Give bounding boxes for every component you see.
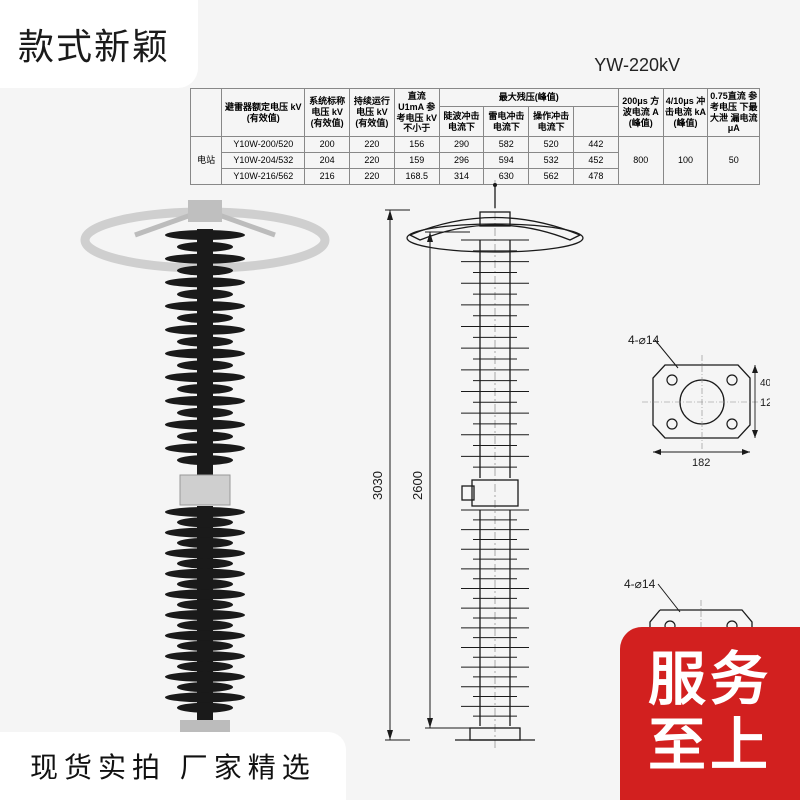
table-cell: 520 — [529, 137, 574, 153]
th-sub4 — [574, 106, 619, 136]
table-cell: 200 — [305, 137, 350, 153]
th-blank — [191, 89, 222, 137]
table-cell: 159 — [394, 152, 439, 168]
th-col2: 系统标称电压 kV (有效值) — [305, 89, 350, 137]
table-cell: 452 — [574, 152, 619, 168]
table-cell: 电站 — [191, 137, 222, 184]
detail-flange: 4-⌀14 120 40 182 — [620, 330, 770, 480]
dim-overall: 3030 — [370, 471, 385, 500]
table-cell: Y10W-204/532 — [222, 152, 305, 168]
product-photo — [60, 180, 350, 740]
model-title: YW-220kV — [594, 55, 680, 76]
th-col10: 4/10μs 冲击电流 kA (峰值) — [663, 89, 708, 137]
th-sub3: 操作冲击电流下 — [529, 106, 574, 136]
badge-br-line2: 至上 — [648, 713, 772, 780]
table-header-row: 避雷器额定电压 kV (有效值) 系统标称电压 kV (有效值) 持续运行电压 … — [191, 89, 760, 107]
table-cell: 296 — [439, 152, 484, 168]
th-col11: 0.75直流 参考电压 下最大泄 漏电流 μA — [708, 89, 760, 137]
table-cell: 220 — [350, 152, 395, 168]
hole-label-1: 4-⌀14 — [628, 333, 660, 347]
table-cell: 532 — [529, 152, 574, 168]
dim-insulator: 2600 — [410, 471, 425, 500]
th-col3: 持续运行电压 kV (有效值) — [350, 89, 395, 137]
table-cell: 800 — [618, 137, 663, 184]
th-col9: 200μs 方波电流 A (峰值) — [618, 89, 663, 137]
spec-table: 避雷器额定电压 kV (有效值) 系统标称电压 kV (有效值) 持续运行电压 … — [190, 88, 760, 185]
badge-br-line1: 服务 — [648, 647, 772, 714]
table-cell: 204 — [305, 152, 350, 168]
table-cell: 100 — [663, 137, 708, 184]
table-cell: 220 — [350, 137, 395, 153]
table-cell: 156 — [394, 137, 439, 153]
table-cell: 442 — [574, 137, 619, 153]
badge-bottom-right: 服务 至上 — [620, 627, 800, 800]
th-sub2: 雷电冲击电流下 — [484, 106, 529, 136]
table-row: 电站Y10W-200/52020022015629058252044280010… — [191, 137, 760, 153]
table-cell: 594 — [484, 152, 529, 168]
main-diagram: 3030 2600 — [360, 180, 600, 750]
table-cell: 50 — [708, 137, 760, 184]
badge-top-left: 款式新颖 — [0, 0, 198, 88]
dim-inner: 40 — [760, 378, 770, 389]
hole-label-2: 4-⌀14 — [624, 577, 656, 591]
th-sub1: 陡波冲击电流下 — [439, 106, 484, 136]
th-col5group: 最大残压(峰值) — [439, 89, 618, 107]
dim-h: 120 — [760, 397, 770, 409]
th-col1: 避雷器额定电压 kV (有效值) — [222, 89, 305, 137]
badge-bottom-left: 现货实拍 厂家精选 — [0, 732, 346, 800]
table-cell: Y10W-200/520 — [222, 137, 305, 153]
dim-w: 182 — [692, 457, 710, 469]
table-cell: 290 — [439, 137, 484, 153]
table-cell: 582 — [484, 137, 529, 153]
th-col4: 直流 U1mA 参考电压 kV 不小于 — [394, 89, 439, 137]
